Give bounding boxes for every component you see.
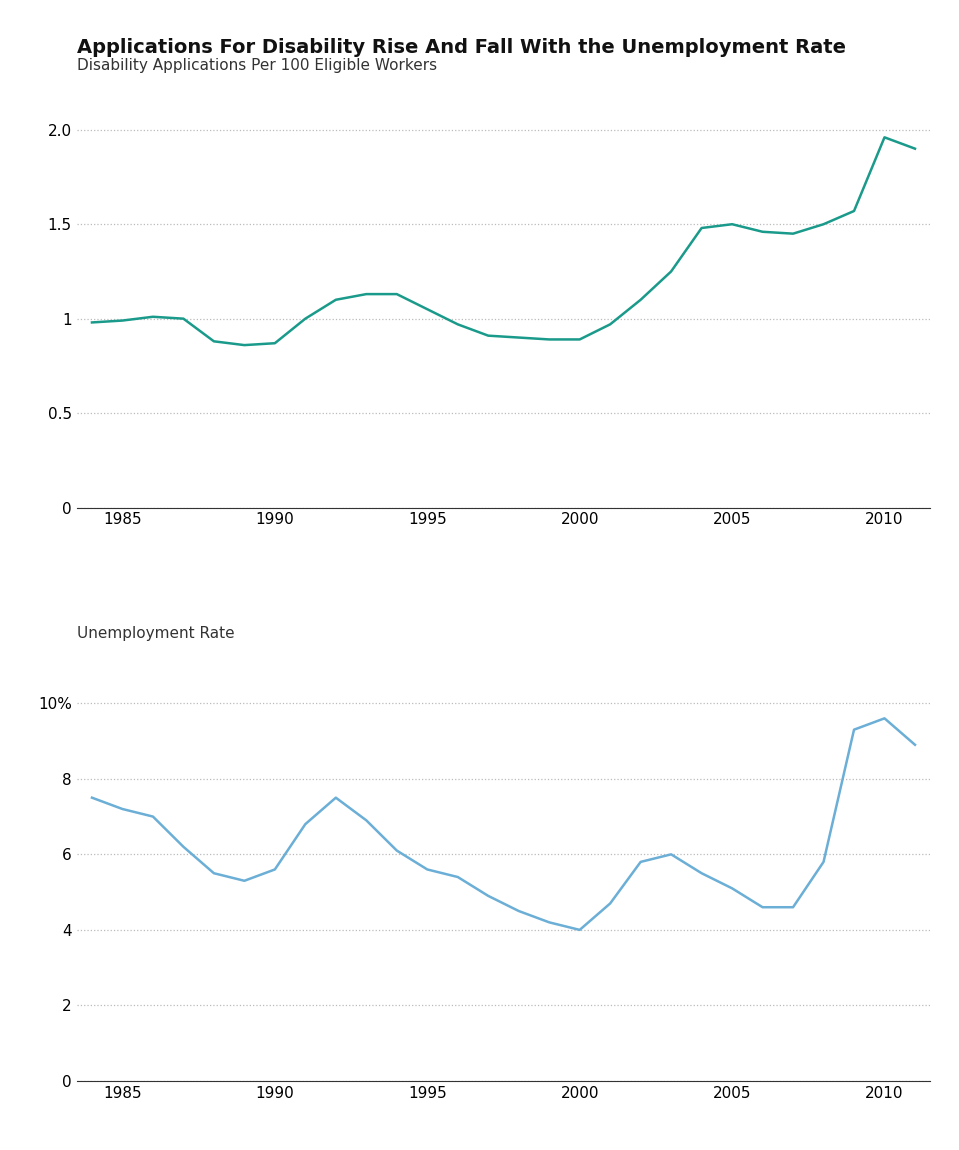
Text: Disability Applications Per 100 Eligible Workers: Disability Applications Per 100 Eligible… <box>77 59 437 74</box>
Text: Unemployment Rate: Unemployment Rate <box>77 626 234 641</box>
Text: Applications For Disability Rise And Fall With the Unemployment Rate: Applications For Disability Rise And Fal… <box>77 38 846 58</box>
